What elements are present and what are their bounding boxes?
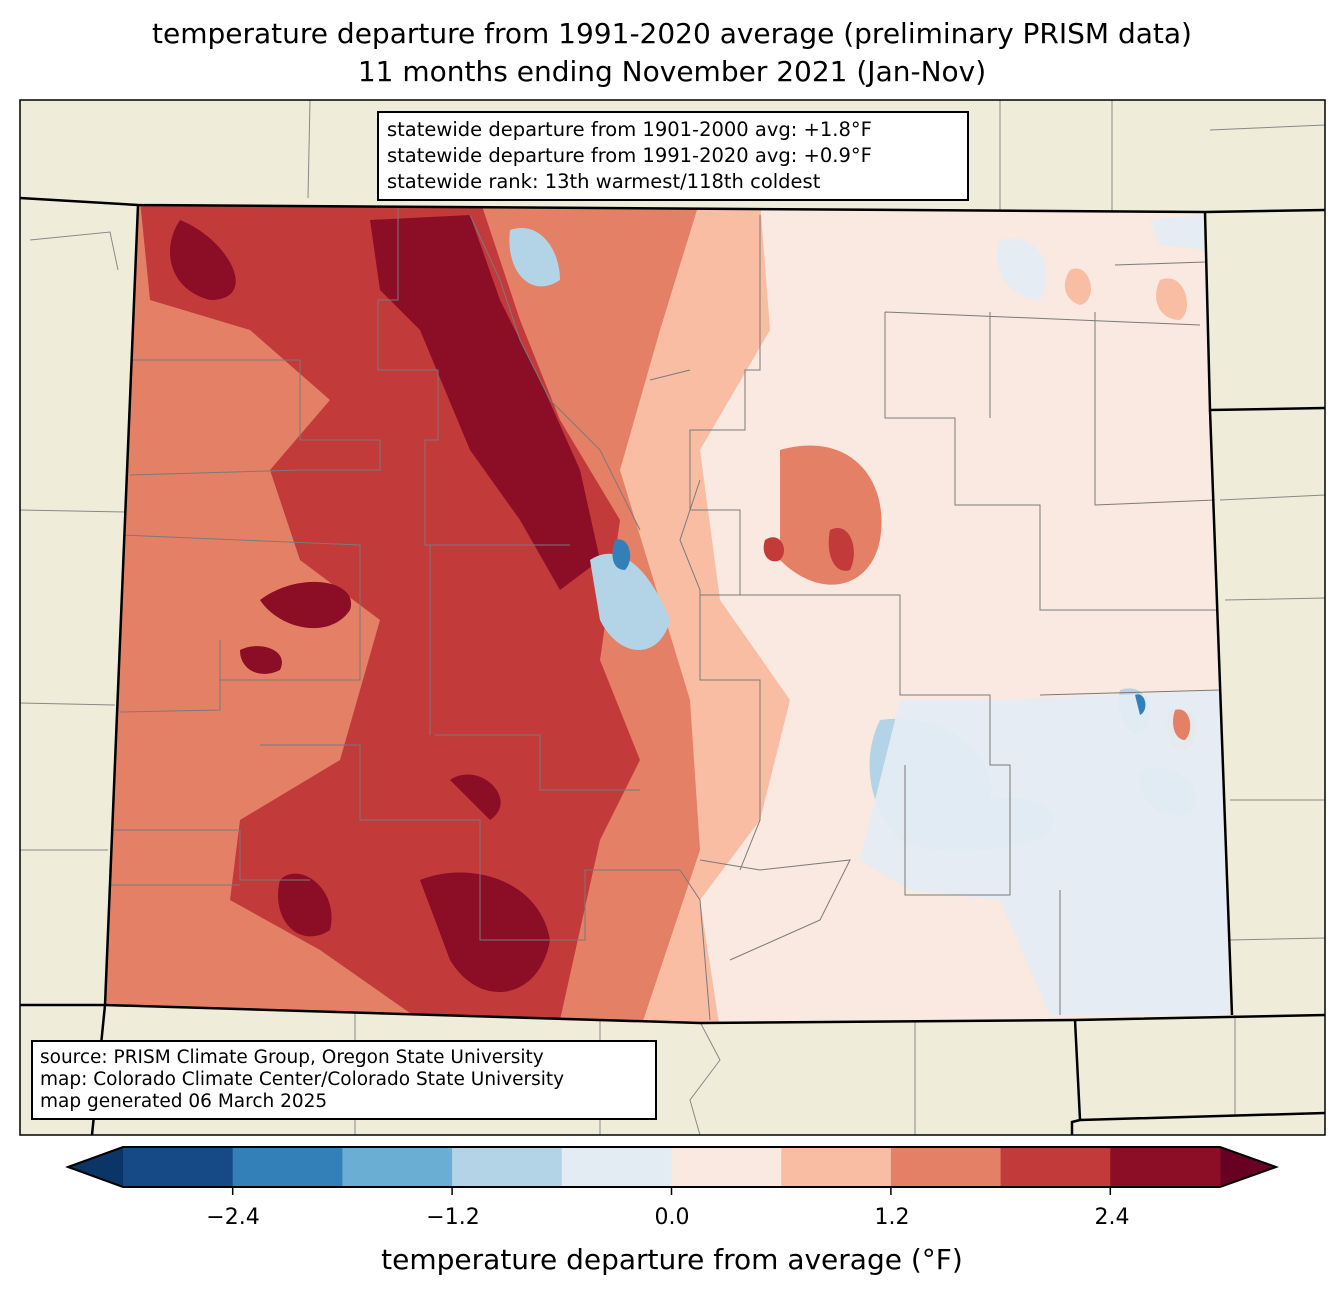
temperature-departure-field: [105, 205, 1232, 1023]
map-credit: map: Colorado Climate Center/Colorado St…: [40, 1069, 565, 1090]
generation-date: map generated 06 March 2025: [40, 1091, 328, 1112]
colorbar-bin: [342, 1147, 453, 1187]
colorbar-bin: [1110, 1147, 1221, 1187]
county-lines: [110, 205, 1221, 1021]
colorbar-extend-low: [68, 1147, 123, 1187]
departure-1901-2000: statewide departure from 1901-2000 avg: …: [387, 118, 872, 141]
map-subtitle: 11 months ending November 2021 (Jan-Nov): [357, 55, 987, 88]
colorbar-tick-label: 1.2: [874, 1205, 910, 1230]
statewide-stats-box: statewide departure from 1901-2000 avg: …: [377, 111, 969, 201]
colorbar-bin: [781, 1147, 892, 1187]
colorbar-tick-label: −1.2: [426, 1205, 480, 1230]
map-title: temperature departure from 1991-2020 ave…: [152, 17, 1192, 50]
colorbar-tick-label: 2.4: [1094, 1205, 1130, 1230]
source-box: source: PRISM Climate Group, Oregon Stat…: [31, 1040, 657, 1120]
map-frame: [19, 99, 1326, 1136]
colorbar-bin: [561, 1147, 672, 1187]
colorbar-bin: [671, 1147, 782, 1187]
colorbar-extend-high: [1220, 1147, 1276, 1187]
source-credit: source: PRISM Climate Group, Oregon Stat…: [40, 1047, 544, 1068]
departure-1991-2020: statewide departure from 1991-2020 avg: …: [387, 144, 872, 167]
colorbar-bin: [1000, 1147, 1111, 1187]
colorbar-bin: [232, 1147, 343, 1187]
colorbar-tick-label: −2.4: [206, 1205, 260, 1230]
colorbar-bin: [890, 1147, 1002, 1187]
colorbar-tick-label: 0.0: [654, 1205, 690, 1230]
colorbar-bin: [123, 1147, 234, 1187]
colorbar: [65, 1146, 1279, 1195]
statewide-rank: statewide rank: 13th warmest/118th colde…: [387, 170, 821, 193]
colorbar-outline: [65, 1146, 1279, 1188]
colorbar-label: temperature departure from average (°F): [381, 1243, 963, 1276]
colorbar-bin: [452, 1147, 563, 1187]
